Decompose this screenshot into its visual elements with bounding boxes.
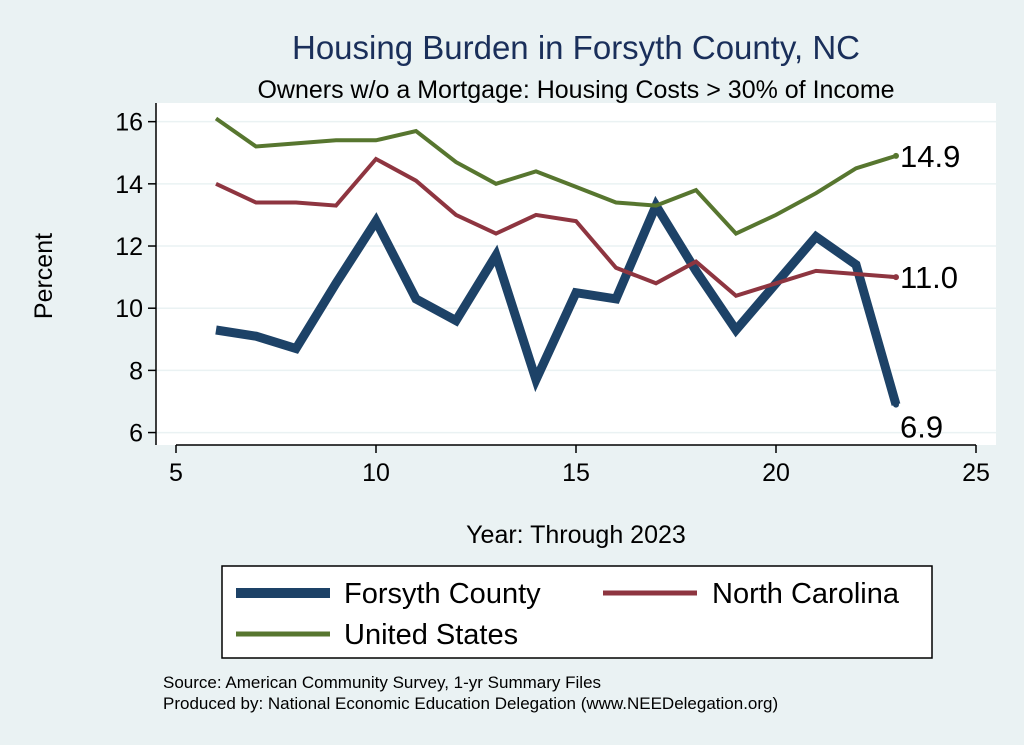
end-label: 14.9 <box>900 139 960 174</box>
x-tick-label: 20 <box>762 459 790 487</box>
series <box>214 116 901 408</box>
legend: Forsyth County North Carolina United State… <box>221 565 933 659</box>
x-tick-label: 25 <box>962 459 990 487</box>
chart-subtitle: Owners w/o a Mortgage: Housing Costs > 3… <box>257 76 894 104</box>
produced-by-line: Produced by: National Economic Education… <box>163 694 778 713</box>
legend-label: United States <box>344 619 518 651</box>
y-axis-title: Percent <box>30 233 58 319</box>
source-line: Source: American Community Survey, 1-yr … <box>163 673 601 692</box>
x-tick-label: 15 <box>562 459 590 487</box>
grid <box>156 120 996 434</box>
y-tick-label: 6 <box>129 420 143 448</box>
legend-label: North Carolina <box>712 578 900 610</box>
end-label: 11.0 <box>900 260 958 295</box>
end-label: 6.9 <box>900 410 943 445</box>
legend-label: Forsyth County <box>344 578 541 610</box>
end-marker <box>893 274 899 281</box>
x-axis-title: Year: Through 2023 <box>466 521 686 549</box>
legend-box <box>221 565 933 659</box>
end-marker <box>893 401 899 408</box>
x-tick-label: 10 <box>362 459 390 487</box>
y-tick-label: 16 <box>115 109 143 137</box>
chart-title: Housing Burden in Forsyth County, NC <box>292 29 860 66</box>
series-line-united-states <box>214 116 897 237</box>
axes: 6 8 10 12 14 16 5 10 15 20 25 <box>115 103 990 487</box>
series-line-north-carolina <box>215 156 897 299</box>
x-tick-label: 5 <box>169 459 183 487</box>
y-tick-label: 14 <box>115 171 143 199</box>
y-tick-label: 8 <box>129 357 143 385</box>
end-labels: 6.9 11.0 14.9 <box>900 139 960 445</box>
end-marker <box>893 152 899 159</box>
y-tick-label: 12 <box>115 233 143 261</box>
y-tick-label: 10 <box>115 295 143 323</box>
series-line-forsyth-county <box>215 195 901 406</box>
